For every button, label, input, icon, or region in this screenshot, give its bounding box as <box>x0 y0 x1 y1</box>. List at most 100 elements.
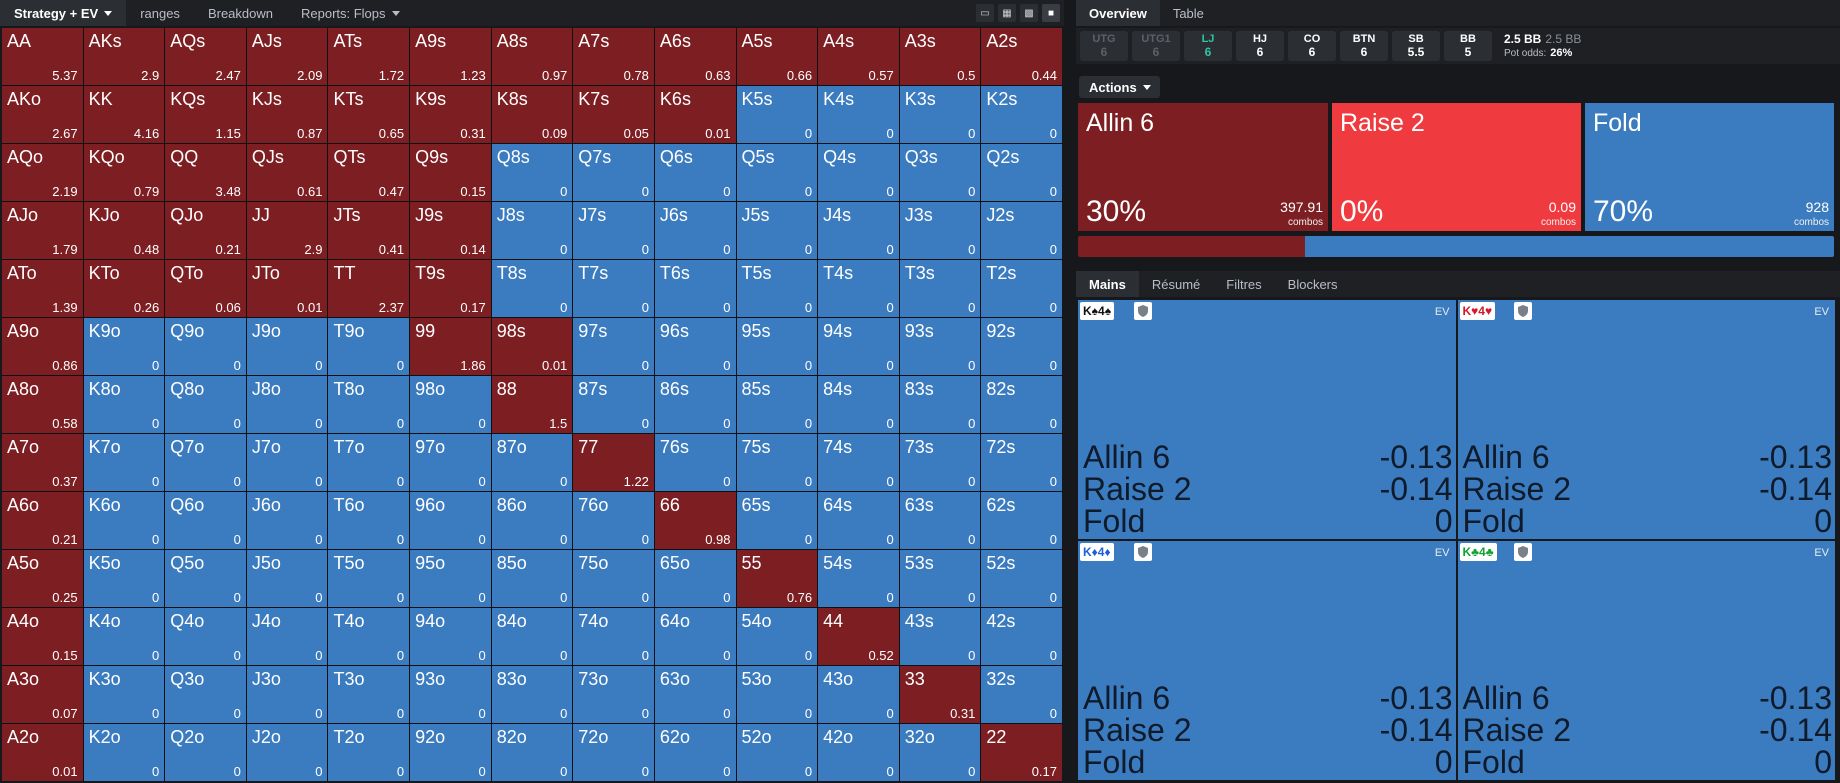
hand-cell[interactable]: K9s 0.31 <box>410 86 491 143</box>
action-box-allin[interactable]: Allin 6 30% 397.91 combos <box>1078 103 1328 231</box>
hand-cell[interactable]: JTs 0.41 <box>328 202 410 259</box>
hand-cell[interactable]: 32o 0 <box>899 724 981 781</box>
hand-cell[interactable]: T4o 0 <box>328 608 410 665</box>
hand-cell[interactable]: T3s 0 <box>899 260 981 317</box>
hand-cell[interactable]: 75s 0 <box>736 434 818 491</box>
tab-overview[interactable]: Overview <box>1076 0 1160 26</box>
combo-panel[interactable]: K♥4♥ EV Allin 6 -0.13 Raise 2 -0.14 Fold 0 <box>1457 300 1835 539</box>
hand-cell[interactable]: 76o 0 <box>573 492 654 549</box>
hand-cell[interactable]: 87s 0 <box>573 376 654 433</box>
hand-cell[interactable]: 82s 0 <box>981 376 1062 433</box>
hand-cell[interactable]: K2s 0 <box>981 86 1062 143</box>
hand-cell[interactable]: 85s 0 <box>736 376 818 433</box>
hand-cell[interactable]: 92o 0 <box>410 724 491 781</box>
hand-cell[interactable]: A9o 0.86 <box>2 318 83 375</box>
hand-cell[interactable]: QQ 3.48 <box>165 144 246 201</box>
hand-cell[interactable]: J7s 0 <box>573 202 654 259</box>
hand-cell[interactable]: 33 0.31 <box>899 666 981 723</box>
position-co[interactable]: CO 6 <box>1288 31 1336 61</box>
hand-cell[interactable]: ATo 1.39 <box>2 260 83 317</box>
hand-cell[interactable]: 84o 0 <box>491 608 573 665</box>
hand-cell[interactable]: 95o 0 <box>410 550 491 607</box>
hand-cell[interactable]: 54o 0 <box>736 608 818 665</box>
hand-cell[interactable]: QTs 0.47 <box>328 144 410 201</box>
shield-icon[interactable] <box>1513 543 1532 561</box>
hand-cell[interactable]: 43o 0 <box>818 666 899 723</box>
hand-cell[interactable]: 53o 0 <box>736 666 818 723</box>
hand-cell[interactable]: 65o 0 <box>654 550 736 607</box>
hand-cell[interactable]: K4s 0 <box>818 86 899 143</box>
position-utg[interactable]: UTG 6 <box>1080 31 1128 61</box>
hand-cell[interactable]: Q8o 0 <box>165 376 246 433</box>
hand-cell[interactable]: A2s 0.44 <box>981 28 1062 85</box>
hand-cell[interactable]: 97o 0 <box>410 434 491 491</box>
hand-cell[interactable]: 73o 0 <box>573 666 654 723</box>
hand-cell[interactable]: A9s 1.23 <box>410 28 491 85</box>
hand-cell[interactable]: K5s 0 <box>736 86 818 143</box>
tab-ranges[interactable]: ranges <box>126 0 194 26</box>
hand-cell[interactable]: T7o 0 <box>328 434 410 491</box>
tab-strategy-ev[interactable]: Strategy + EV <box>0 0 127 26</box>
hand-cell[interactable]: 99 1.86 <box>410 318 491 375</box>
hand-cell[interactable]: A6o 0.21 <box>2 492 83 549</box>
hand-cell[interactable]: J6s 0 <box>654 202 736 259</box>
hand-cell[interactable]: Q6s 0 <box>654 144 736 201</box>
hand-cell[interactable]: 75o 0 <box>573 550 654 607</box>
hand-cell[interactable]: 96s 0 <box>654 318 736 375</box>
actions-dropdown[interactable]: Actions <box>1079 76 1160 98</box>
hand-cell[interactable]: T9o 0 <box>328 318 410 375</box>
hand-cell[interactable]: QJs 0.61 <box>246 144 328 201</box>
hand-cell[interactable]: 93s 0 <box>899 318 981 375</box>
hand-cell[interactable]: T2o 0 <box>328 724 410 781</box>
shield-icon[interactable] <box>1513 302 1532 320</box>
hand-cell[interactable]: A7o 0.37 <box>2 434 83 491</box>
hand-cell[interactable]: T2s 0 <box>981 260 1062 317</box>
hand-cell[interactable]: T6o 0 <box>328 492 410 549</box>
position-btn[interactable]: BTN 6 <box>1340 31 1388 61</box>
hand-cell[interactable]: Q3s 0 <box>899 144 981 201</box>
hand-cell[interactable]: J9o 0 <box>246 318 328 375</box>
hand-cell[interactable]: 83s 0 <box>899 376 981 433</box>
hand-cell[interactable]: Q4o 0 <box>165 608 246 665</box>
hand-cell[interactable]: Q5s 0 <box>736 144 818 201</box>
hand-cell[interactable]: 88 1.5 <box>491 376 573 433</box>
hand-cell[interactable]: 92s 0 <box>981 318 1062 375</box>
hand-cell[interactable]: J2s 0 <box>981 202 1062 259</box>
hand-cell[interactable]: J5o 0 <box>246 550 328 607</box>
hand-cell[interactable]: KTo 0.26 <box>83 260 165 317</box>
hand-cell[interactable]: K3o 0 <box>83 666 165 723</box>
hand-cell[interactable]: 42s 0 <box>981 608 1062 665</box>
hand-cell[interactable]: Q2o 0 <box>165 724 246 781</box>
hand-cell[interactable]: KQo 0.79 <box>83 144 165 201</box>
hand-cell[interactable]: J3s 0 <box>899 202 981 259</box>
hand-cell[interactable]: AA 5.37 <box>2 28 83 85</box>
hand-cell[interactable]: JJ 2.9 <box>246 202 328 259</box>
hand-cell[interactable]: J7o 0 <box>246 434 328 491</box>
hand-cell[interactable]: 72s 0 <box>981 434 1062 491</box>
hand-cell[interactable]: K9o 0 <box>83 318 165 375</box>
hand-cell[interactable]: K6s 0.01 <box>654 86 736 143</box>
hand-cell[interactable]: Q8s 0 <box>491 144 573 201</box>
combo-panel[interactable]: K♦4♦ EV Allin 6 -0.13 Raise 2 -0.14 Fold 0 <box>1078 541 1456 780</box>
hand-cell[interactable]: T6s 0 <box>654 260 736 317</box>
hand-cell[interactable]: KJs 0.87 <box>246 86 328 143</box>
hand-cell[interactable]: J8s 0 <box>491 202 573 259</box>
hand-cell[interactable]: J4s 0 <box>818 202 899 259</box>
hand-cell[interactable]: 98o 0 <box>410 376 491 433</box>
tab-mains[interactable]: Mains <box>1076 271 1139 297</box>
hand-cell[interactable]: 84s 0 <box>818 376 899 433</box>
hand-cell[interactable]: 52o 0 <box>736 724 818 781</box>
hand-cell[interactable]: AQo 2.19 <box>2 144 83 201</box>
hand-cell[interactable]: AJs 2.09 <box>246 28 328 85</box>
hand-cell[interactable]: K3s 0 <box>899 86 981 143</box>
hand-cell[interactable]: 62s 0 <box>981 492 1062 549</box>
hand-cell[interactable]: K7s 0.05 <box>573 86 654 143</box>
hand-cell[interactable]: Q7s 0 <box>573 144 654 201</box>
hand-cell[interactable]: T3o 0 <box>328 666 410 723</box>
layout-split-icon[interactable]: ▭ <box>976 4 994 22</box>
hand-cell[interactable]: 63s 0 <box>899 492 981 549</box>
tab-breakdown[interactable]: Breakdown <box>194 0 287 26</box>
hand-cell[interactable]: 82o 0 <box>491 724 573 781</box>
hand-cell[interactable]: 73s 0 <box>899 434 981 491</box>
combo-panel[interactable]: K♣4♣ EV Allin 6 -0.13 Raise 2 -0.14 Fold 0 <box>1457 541 1835 780</box>
